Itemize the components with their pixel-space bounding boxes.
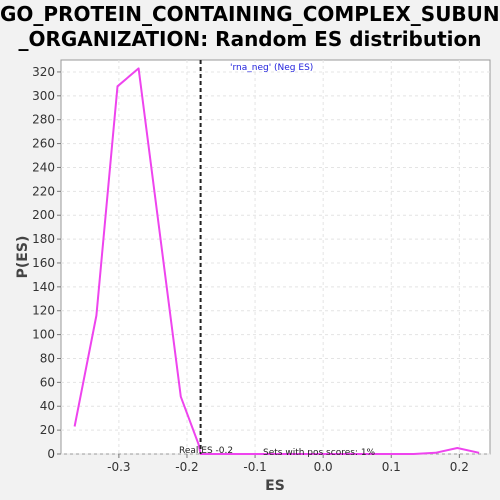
y-tick-label: 20 [40,423,55,437]
chart-title: GO_PROTEIN_CONTAINING_COMPLEX_SUBUNIT _O… [0,0,500,56]
y-tick-label: 200 [32,208,55,222]
title-line-2: _ORGANIZATION: Random ES distribution [18,27,482,51]
y-tick-label: 280 [32,113,55,127]
title-line-1: GO_PROTEIN_CONTAINING_COMPLEX_SUBUNIT [0,2,500,26]
series-line [73,67,480,455]
legend-entry: 'rna_neg' (Neg ES) [230,63,313,73]
y-tick-label: 100 [32,328,55,342]
pos-scores-note: Sets with pos scores: 1% [263,448,376,458]
x-tick-label: -0.1 [243,460,266,474]
x-tick-label: -0.2 [175,460,198,474]
y-tick-label: 180 [32,232,55,246]
y-tick-label: 80 [40,351,55,365]
y-tick-label: 0 [47,447,55,461]
y-tick-label: 60 [40,375,55,389]
x-axis-title: ES [265,478,285,494]
y-tick-label: 140 [32,280,55,294]
x-axis-ticks: -0.3 -0.2 -0.1 0.0 0.1 0.2 [107,454,469,474]
real-es-label: Real ES -0.2 [179,446,233,456]
y-tick-label: 220 [32,184,55,198]
plot-area [60,59,491,455]
y-tick-label: 40 [40,399,55,413]
y-tick-label: 120 [32,304,55,318]
y-axis-title: P(ES) [15,236,31,279]
y-tick-label: 300 [32,89,55,103]
y-tick-label: 160 [32,256,55,270]
series-layer [73,67,480,455]
x-tick-label: -0.3 [107,460,130,474]
x-tick-label: 0.2 [450,460,469,474]
y-tick-label: 260 [32,137,55,151]
y-tick-label: 320 [32,65,55,79]
y-tick-label: 240 [32,160,55,174]
x-tick-label: 0.0 [314,460,333,474]
x-tick-label: 0.1 [382,460,401,474]
y-axis-ticks: 0 20 40 60 80 100 120 140 160 180 200 220 240 260 280 3… [32,65,61,461]
